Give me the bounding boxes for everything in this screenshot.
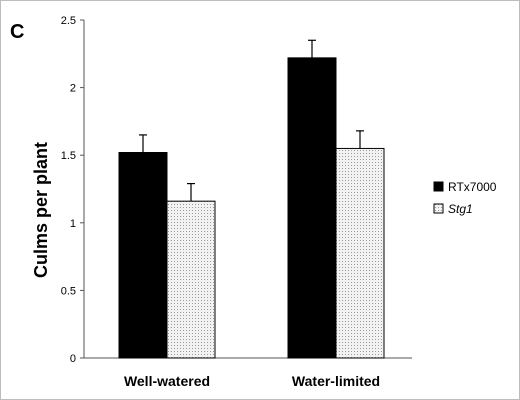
legend-swatch [433, 203, 444, 214]
legend-label: Stg1 [448, 202, 473, 216]
legend-swatch [433, 181, 444, 192]
bar-1-1 [335, 147, 385, 359]
error-bars [139, 39, 364, 202]
bar-0-0 [118, 151, 168, 359]
y-tick-label: 1 [70, 218, 76, 230]
x-category-label: Well-watered [124, 373, 210, 389]
bars [118, 57, 385, 359]
bar-0-1 [166, 200, 216, 359]
y-tick-label: 0 [70, 353, 76, 365]
y-tick-label: 1.5 [61, 150, 76, 162]
y-tick-label: 0.5 [61, 285, 76, 297]
category-labels: Well-watered Water-limited [124, 373, 380, 389]
x-category-label: Water-limited [292, 373, 380, 389]
legend-label: RTx7000 [448, 180, 497, 194]
legend: RTx7000 Stg1 [433, 180, 497, 216]
y-tick-label: 2 [70, 83, 76, 95]
y-ticks: 0 0.5 1 1.5 2 2.5 [61, 15, 84, 365]
bar-1-0 [287, 57, 337, 359]
panel-letter: C [10, 21, 24, 43]
y-tick-label: 2.5 [61, 15, 76, 27]
y-axis-label: Culms per plant [31, 142, 51, 278]
